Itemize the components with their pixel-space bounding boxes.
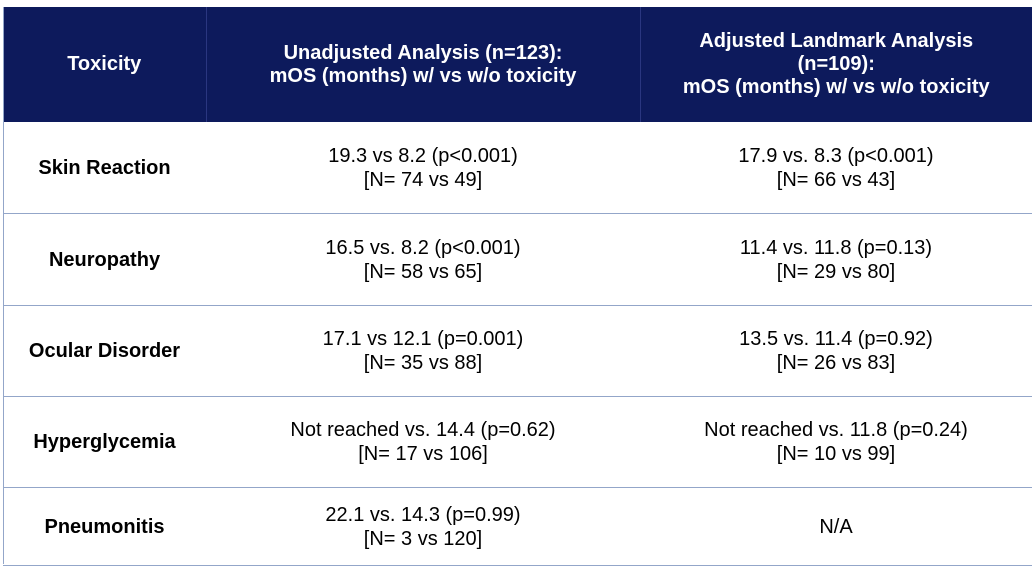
adjusted-cell: 11.4 vs. 11.8 (p=0.13) [N= 29 vs 80] (640, 213, 1032, 306)
unadjusted-result: Not reached vs. 14.4 (p=0.62) (290, 419, 556, 441)
adjusted-result: Not reached vs. 11.8 (p=0.24) (704, 419, 968, 441)
adjusted-counts: [N= 26 vs 83] (776, 352, 896, 374)
unadjusted-result: 19.3 vs 8.2 (p<0.001) (328, 144, 518, 167)
adjusted-cell: 13.5 vs. 11.4 (p=0.92) [N= 26 vs 83] (640, 305, 1032, 397)
toxicity-name: Skin Reaction (38, 156, 171, 179)
table-body: Skin Reaction 19.3 vs 8.2 (p<0.001) [N= … (3, 122, 1032, 566)
table-row: Neuropathy 16.5 vs. 8.2 (p<0.001) [N= 58… (3, 213, 1032, 306)
unadjusted-counts: [N= 74 vs 49] (363, 168, 483, 191)
unadjusted-result: 17.1 vs 12.1 (p=0.001) (322, 328, 524, 350)
adjusted-result: 13.5 vs. 11.4 (p=0.92) (739, 328, 933, 350)
toxicity-name: Neuropathy (48, 248, 161, 271)
unadjusted-cell: 19.3 vs 8.2 (p<0.001) [N= 74 vs 49] (206, 122, 640, 214)
header-toxicity: Toxicity (3, 7, 206, 122)
adjusted-result: 17.9 vs. 8.3 (p<0.001) (738, 144, 934, 167)
unadjusted-counts: [N= 35 vs 88] (363, 352, 483, 374)
adjusted-counts: [N= 66 vs 43] (776, 168, 896, 191)
header-unadjusted-analysis: Unadjusted Analysis (n=123): mOS (months… (205, 7, 640, 122)
table-row: Skin Reaction 19.3 vs 8.2 (p<0.001) [N= … (3, 122, 1032, 214)
adjusted-counts: [N= 10 vs 99] (776, 443, 896, 465)
unadjusted-cell: 17.1 vs 12.1 (p=0.001) [N= 35 vs 88] (206, 305, 640, 397)
table-row: Ocular Disorder 17.1 vs 12.1 (p=0.001) [… (3, 305, 1032, 397)
header-adjusted-line3: mOS (months) w/ vs w/o toxicity (682, 76, 990, 98)
unadjusted-result: 22.1 vs. 14.3 (p=0.99) (325, 503, 521, 526)
toxicity-name-cell: Hyperglycemia (3, 396, 206, 488)
adjusted-cell: 17.9 vs. 8.3 (p<0.001) [N= 66 vs 43] (640, 122, 1032, 214)
toxicity-name-cell: Ocular Disorder (3, 305, 206, 397)
unadjusted-counts: [N= 17 vs 106] (358, 443, 488, 465)
unadjusted-cell: Not reached vs. 14.4 (p=0.62) [N= 17 vs … (206, 396, 640, 488)
header-row: Toxicity Unadjusted Analysis (n=123): mO… (3, 7, 1032, 122)
toxicity-name: Pneumonitis (44, 515, 165, 538)
toxicity-table: Toxicity Unadjusted Analysis (n=123): mO… (3, 7, 1032, 566)
header-adjusted-analysis: Adjusted Landmark Analysis (n=109): mOS … (639, 7, 1032, 122)
unadjusted-result: 16.5 vs. 8.2 (p<0.001) (325, 236, 521, 259)
adjusted-result: N/A (819, 515, 853, 538)
header-toxicity-label: Toxicity (67, 53, 142, 75)
unadjusted-cell: 16.5 vs. 8.2 (p<0.001) [N= 58 vs 65] (206, 213, 640, 306)
adjusted-cell: Not reached vs. 11.8 (p=0.24) [N= 10 vs … (640, 396, 1032, 488)
unadjusted-counts: [N= 58 vs 65] (363, 260, 483, 283)
unadjusted-counts: [N= 3 vs 120] (363, 527, 483, 550)
table-header: Toxicity Unadjusted Analysis (n=123): mO… (3, 7, 1032, 122)
toxicity-name-cell: Skin Reaction (3, 122, 206, 214)
table-row: Pneumonitis 22.1 vs. 14.3 (p=0.99) [N= 3… (3, 487, 1032, 566)
adjusted-result: 11.4 vs. 11.8 (p=0.13) (739, 236, 933, 259)
unadjusted-cell: 22.1 vs. 14.3 (p=0.99) [N= 3 vs 120] (206, 487, 640, 566)
toxicity-table-container: Toxicity Unadjusted Analysis (n=123): mO… (3, 7, 1032, 566)
toxicity-name-cell: Neuropathy (3, 213, 206, 306)
toxicity-name-cell: Pneumonitis (3, 487, 206, 566)
header-unadjusted-line1: Unadjusted Analysis (n=123): (283, 41, 563, 64)
header-adjusted-line1: Adjusted Landmark Analysis (699, 30, 974, 52)
adjusted-counts: [N= 29 vs 80] (776, 260, 896, 283)
toxicity-name: Hyperglycemia (33, 431, 176, 453)
table-row: Hyperglycemia Not reached vs. 14.4 (p=0.… (3, 396, 1032, 488)
header-unadjusted-line2: mOS (months) w/ vs w/o toxicity (269, 64, 577, 87)
adjusted-cell: N/A (640, 487, 1032, 566)
header-adjusted-line2: (n=109): (797, 53, 875, 75)
toxicity-name: Ocular Disorder (28, 340, 181, 362)
